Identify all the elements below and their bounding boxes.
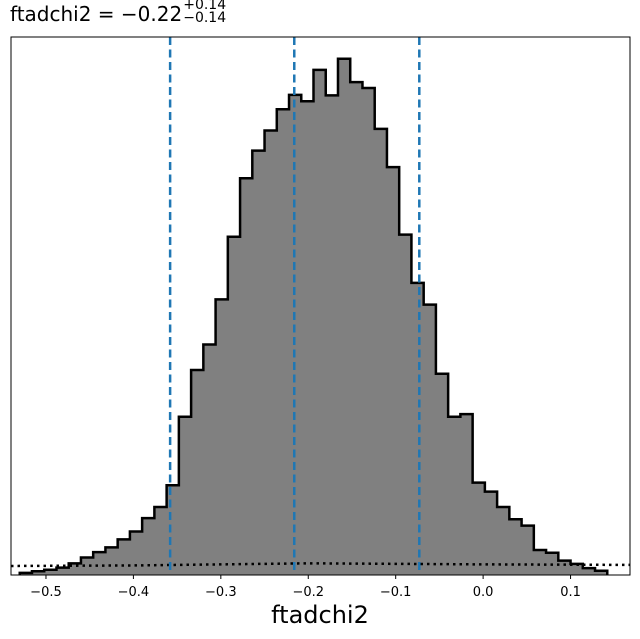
histogram-outline [18, 57, 609, 575]
histogram-bar [276, 109, 290, 576]
x-axis-ticks: −0.5 −0.4 −0.3 −0.2 −0.1 0.0 0.1 [30, 575, 581, 600]
title-param-name: ftadchi2 [10, 2, 92, 26]
x-tick-label: 0.0 [473, 585, 494, 600]
histogram-bar [166, 485, 180, 575]
histogram-bar [56, 567, 70, 575]
title-lower-error: −0.14 [183, 9, 227, 26]
x-axis-label: ftadchi2 [271, 601, 369, 629]
histogram-bar [497, 507, 510, 575]
histogram-bar [472, 482, 486, 575]
histogram-bar [80, 557, 94, 575]
x-tick-label: −0.4 [118, 585, 150, 600]
histogram-bar [142, 518, 155, 575]
histogram-bar [362, 87, 376, 575]
histogram-bar [558, 560, 571, 575]
histogram-bar [264, 130, 278, 576]
histogram-bar [252, 150, 265, 576]
histogram-bar [325, 95, 339, 575]
histogram-bar [509, 519, 522, 575]
x-tick-label: −0.5 [30, 585, 62, 600]
title-median: −0.22 [120, 2, 183, 26]
histogram-bar [386, 167, 400, 575]
histogram-bar [240, 178, 253, 575]
chart-title: ftadchi2 = −0.22 +0.14 −0.14 [10, 0, 227, 29]
histogram-bar [374, 128, 388, 575]
histogram-bar [582, 568, 596, 575]
histogram-bar [399, 234, 412, 575]
x-tick-label: −0.1 [380, 585, 412, 600]
histogram-bar [313, 69, 327, 575]
histogram-bar [484, 491, 498, 575]
histogram-bar [68, 563, 82, 575]
plot-frame [10, 36, 631, 576]
histogram-bar [423, 304, 437, 575]
histogram-bar [129, 531, 143, 575]
histogram-bar [435, 373, 449, 575]
histogram-bar [44, 569, 57, 575]
histogram-bar [105, 547, 119, 575]
histogram-bar [521, 525, 535, 575]
histogram-bar [191, 369, 204, 575]
histogram-bar [117, 539, 131, 575]
histogram-bar [411, 282, 425, 575]
x-tick-label: −0.3 [205, 585, 237, 600]
histogram-bar [178, 416, 192, 575]
histogram-bar [31, 571, 45, 575]
histogram-bar [595, 570, 608, 575]
histogram-bar [227, 236, 241, 575]
histogram-bar [337, 58, 351, 576]
histogram-bar [350, 82, 363, 576]
quantile-lines [168, 37, 421, 575]
histogram-bar [215, 299, 229, 575]
histogram-bar [93, 552, 106, 575]
histogram-bar [301, 101, 314, 576]
x-tick-label: −0.2 [292, 585, 324, 600]
histogram-bar [533, 550, 547, 575]
x-tick-label: 0.1 [560, 585, 581, 600]
histogram-bar [570, 563, 584, 575]
histogram-bar [460, 414, 474, 575]
histogram-bars [19, 58, 608, 576]
title-upper-error: +0.14 [183, 0, 227, 13]
histogram-bar [289, 94, 302, 575]
histogram-bar [154, 507, 168, 575]
title-equals: = [97, 2, 115, 26]
histogram-bar [448, 416, 461, 575]
histogram-bar [203, 344, 216, 575]
